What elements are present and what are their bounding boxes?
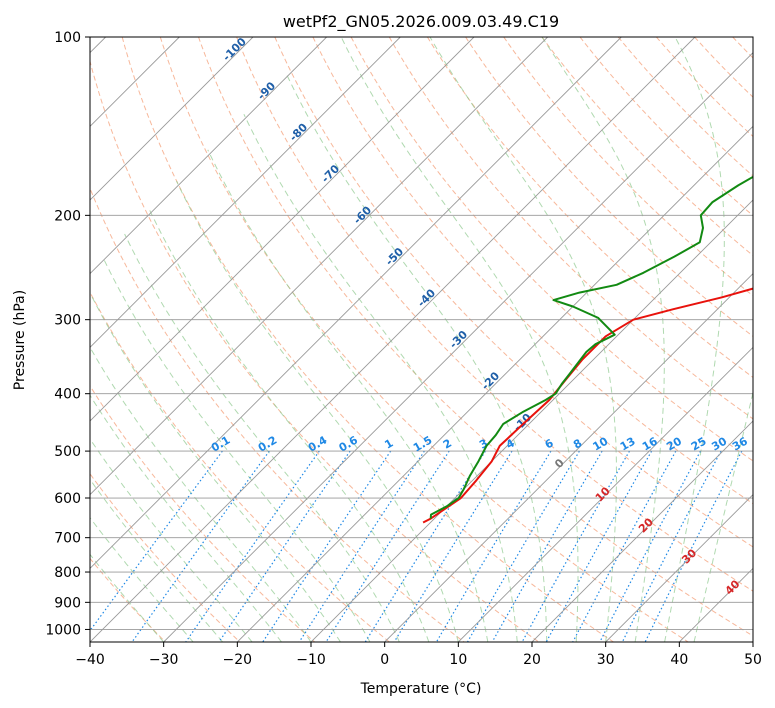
- dry-adiabat: [426, 37, 753, 379]
- dry-adiabat: [350, 37, 753, 462]
- y-tick-label: 200: [54, 208, 81, 224]
- y-tick-label: 400: [54, 387, 81, 403]
- x-tick-label: 20: [523, 652, 541, 668]
- isotherm-line: [90, 37, 327, 275]
- mixing-ratio-line: [298, 450, 425, 642]
- moist-adiabat: [285, 72, 548, 642]
- dry-adiabat: [236, 37, 753, 592]
- x-tick-label: 40: [670, 652, 688, 668]
- moist-adiabat: [176, 180, 459, 642]
- moist-adiabat: [340, 37, 579, 642]
- axis-ticks: −40 −30 −20 −10 0 10 20 30 40 50 100 200 300 400 500 60…: [45, 30, 762, 668]
- dewpoint-line: [429, 175, 753, 519]
- x-tick-label: −10: [296, 652, 326, 668]
- dry-adiabat: [90, 384, 316, 642]
- x-tick-label: 10: [449, 652, 467, 668]
- isotherm-line: [90, 37, 622, 569]
- x-tick-label: −40: [75, 652, 105, 668]
- x-tick-label: −30: [149, 652, 179, 668]
- mixing-ratio-line: [218, 450, 351, 642]
- y-tick-label: 900: [54, 595, 81, 611]
- isotherm-line: [90, 37, 254, 201]
- moist-adiabat: [90, 292, 341, 642]
- moist-adiabat: [90, 516, 194, 642]
- dry-adiabat: [617, 37, 753, 177]
- moist-adiabat: [124, 233, 400, 642]
- moist-adiabat: [90, 346, 312, 642]
- x-tick-label: −20: [223, 652, 253, 668]
- chart-title: wetPf2_GN05.2026.009.03.49.C19: [283, 12, 559, 32]
- isotherm-line: [90, 37, 401, 348]
- moist-adiabat: [429, 37, 617, 642]
- dry-adiabat: [312, 37, 753, 505]
- moist-adiabat: [243, 113, 518, 642]
- mixing-ratio-line: [185, 450, 320, 642]
- background-lines: [90, 37, 753, 642]
- dry-adiabat: [541, 37, 753, 257]
- isotherm-line: [384, 273, 753, 642]
- temperature-line: [422, 287, 753, 524]
- mixing-ratio-line: [491, 450, 603, 642]
- mixing-ratio-line: [599, 450, 702, 642]
- moist-adiabat: [664, 37, 725, 642]
- moist-adiabat: [90, 478, 223, 642]
- mixing-ratio-line: [90, 450, 223, 632]
- mixing-ratio-line: [521, 450, 631, 642]
- dry-adiabat: [503, 37, 753, 297]
- isotherm-line: [237, 125, 753, 642]
- mixing-ratio-line: [621, 450, 722, 642]
- y-tick-label: 600: [54, 491, 81, 507]
- dry-adiabat: [121, 37, 614, 642]
- x-axis-title: Temperature (°C): [360, 681, 482, 697]
- dry-adiabat: [159, 37, 689, 642]
- isotherm-line: [458, 346, 753, 642]
- profile-lines: [422, 175, 753, 524]
- y-tick-label: 300: [54, 313, 81, 329]
- isotherm-line: [90, 37, 696, 642]
- x-tick-label: 30: [597, 652, 615, 668]
- isotherm-line: [310, 199, 753, 642]
- isotherm-line: [90, 37, 548, 496]
- x-tick-label: 50: [744, 652, 762, 668]
- mixing-ratio-line: [262, 450, 392, 642]
- dry-adiabat: [274, 37, 753, 548]
- mixing-ratio-line: [572, 450, 677, 642]
- y-tick-label: 800: [54, 565, 81, 581]
- moist-adiabat: [90, 438, 253, 642]
- isotherm-line: [90, 37, 475, 422]
- mixing-ratio-line: [644, 450, 743, 642]
- y-tick-label: 100: [54, 30, 81, 46]
- isotherm-line: [605, 494, 753, 642]
- isotherm-line: [163, 52, 753, 642]
- plot-frame: [89, 36, 754, 643]
- moist-adiabat: [693, 390, 753, 642]
- dry-adiabat: [90, 291, 390, 642]
- y-tick-label: 1000: [45, 622, 81, 638]
- y-tick-label: 700: [54, 531, 81, 547]
- moist-adiabat: [90, 394, 282, 642]
- y-axis-title: Pressure (hPa): [12, 290, 28, 390]
- x-tick-label: 0: [380, 652, 389, 668]
- dry-adiabat: [388, 37, 753, 420]
- moist-adiabat: [541, 37, 665, 642]
- mixing-ratio-line: [545, 450, 653, 642]
- y-tick-label: 500: [54, 444, 81, 460]
- isotherm-line: [531, 420, 753, 642]
- moist-adiabat: [148, 208, 430, 642]
